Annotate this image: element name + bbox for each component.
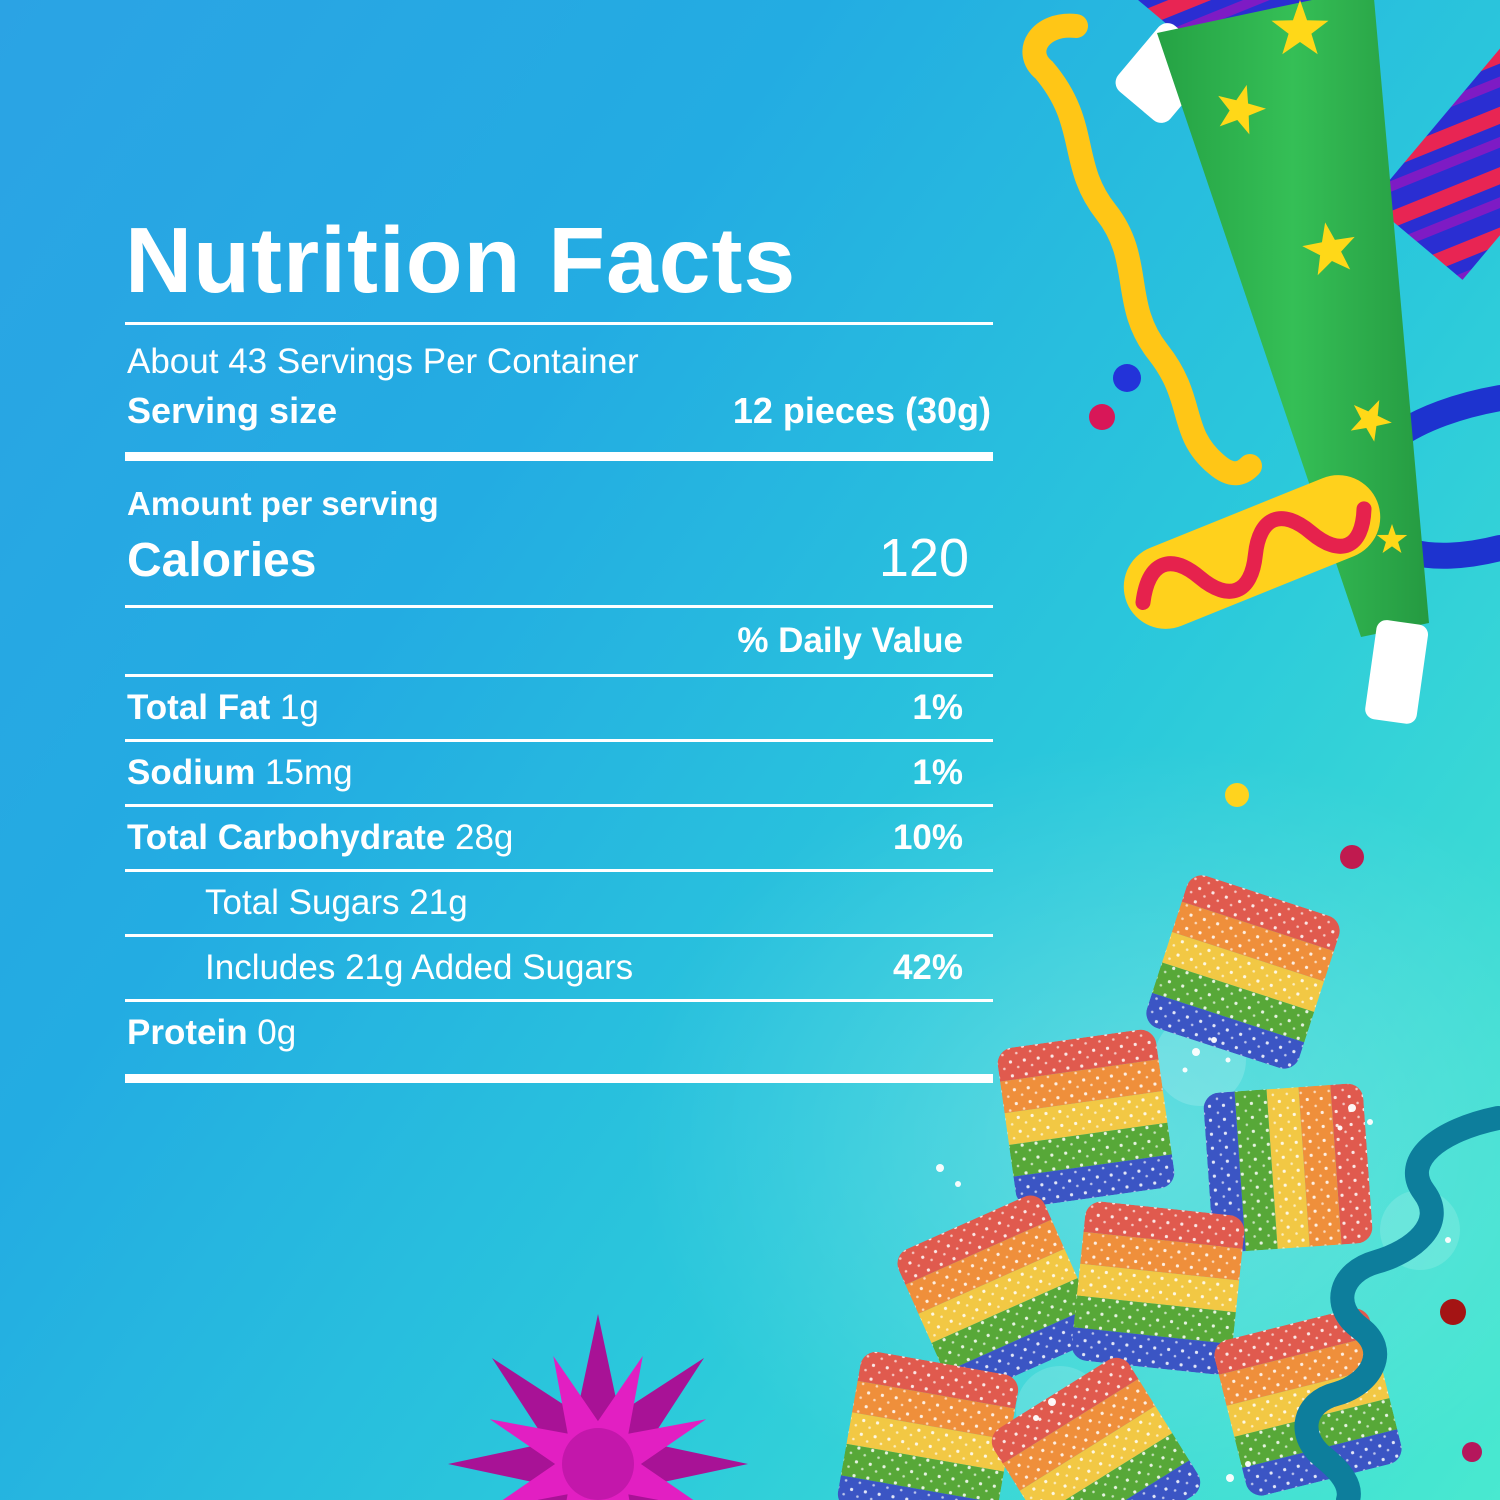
nutrient-name: Total Carbohydrate 28g: [127, 817, 514, 857]
yellow-curling-ribbon-icon: [1022, 13, 1262, 486]
nutrient-name: Sodium 15mg: [127, 752, 353, 792]
party-horn-icon: [1157, 0, 1429, 724]
nutrient-name: Total Fat 1g: [127, 687, 319, 727]
yellow-red-ribbon-coil-icon: [1123, 475, 1381, 629]
nutrient-row: Total Carbohydrate 28g 10%: [125, 803, 993, 869]
amount-per-serving-label: Amount per serving: [127, 484, 439, 522]
teal-streamer-icon: [1294, 1106, 1500, 1500]
calories-label: Calories: [127, 533, 317, 587]
nutrition-facts-title: Nutrition Facts: [125, 208, 797, 312]
nutrient-name: Includes 21g Added Sugars: [205, 947, 634, 987]
gift-bow-icon: [448, 1314, 748, 1500]
nutrient-row: Total Sugars 21g: [125, 868, 993, 934]
calories-row: Calories 120: [127, 527, 991, 589]
divider: [125, 321, 993, 325]
divider: [125, 604, 993, 608]
nutrient-name: Total Sugars 21g: [205, 882, 468, 922]
daily-value-header: % Daily Value: [737, 620, 963, 660]
nutrient-daily-value: 42%: [892, 947, 963, 987]
nutrient-name: Protein 0g: [127, 1012, 297, 1052]
nutrient-row: Includes 21g Added Sugars 42%: [125, 933, 993, 999]
nutrient-daily-value: 10%: [892, 817, 963, 857]
nutrient-rows: Total Fat 1g 1% Sodium 15mg 1% Total Carbohy…: [125, 673, 993, 1064]
serving-size-row: Serving size 12 pieces (30g): [127, 390, 991, 432]
confetti-dots: [1089, 364, 1482, 1462]
thick-divider: [125, 451, 993, 461]
serving-size-value: 12 pieces (30g): [732, 389, 991, 431]
nutrient-daily-value: 1%: [912, 752, 963, 792]
horn-mouthpiece: [1365, 620, 1429, 724]
calories-value: 120: [878, 527, 969, 588]
serving-size-label: Serving size: [127, 389, 338, 431]
nutrient-row: Total Fat 1g 1%: [125, 673, 993, 739]
nutrient-row: Protein 0g: [125, 998, 993, 1064]
nutrient-daily-value: 1%: [912, 687, 963, 727]
servings-per-container: About 43 Servings Per Container: [127, 341, 639, 381]
thick-divider-bottom: [125, 1073, 993, 1083]
nutrient-row: Sodium 15mg 1%: [125, 738, 993, 804]
nutrition-facts-panel: Nutrition Facts About 43 Servings Per Co…: [125, 213, 993, 1083]
